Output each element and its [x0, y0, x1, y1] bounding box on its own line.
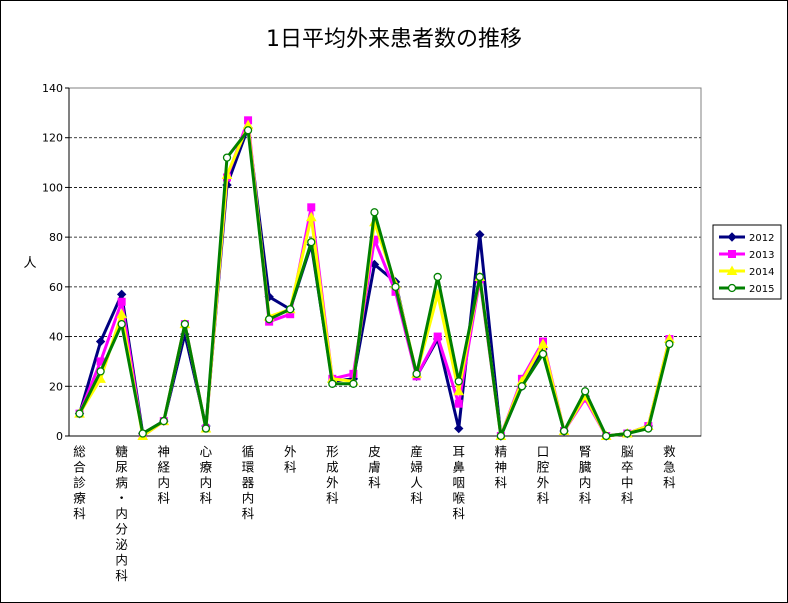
legend-label: 2014	[749, 267, 774, 278]
data-point	[117, 297, 126, 306]
legend-marker	[727, 232, 737, 242]
category-label: 心療内科	[200, 444, 213, 506]
y-axis-label: 人	[23, 256, 36, 271]
chart-title: 1日平均外来患者数の推移	[266, 27, 522, 52]
data-point	[117, 319, 126, 329]
data-point	[475, 272, 484, 282]
y-tick-label: 20	[49, 380, 63, 393]
data-point	[305, 211, 317, 222]
y-tick-label: 100	[42, 181, 63, 194]
data-point	[517, 382, 527, 391]
series-line-2013	[78, 118, 671, 438]
category-label: 総合診療科	[73, 444, 86, 521]
y-tick-label: 140	[42, 82, 63, 95]
category-label: 口腔外科	[537, 444, 550, 506]
category-label: 脳卒中科	[621, 444, 634, 506]
data-point	[286, 305, 295, 314]
data-point	[264, 315, 274, 324]
y-tick-labels: 0 20 40 60 80 100 120 140	[42, 82, 63, 443]
y-tick-label: 60	[49, 281, 63, 294]
data-point	[370, 208, 379, 217]
data-point	[602, 431, 611, 441]
legend-marker	[728, 250, 736, 258]
data-point	[180, 319, 190, 329]
data-point	[201, 424, 211, 433]
category-label: 糖尿病・内分泌内科	[115, 444, 128, 583]
data-point	[454, 377, 463, 386]
axes	[65, 87, 702, 437]
category-labels: 総合診療科 糖尿病・内分泌内科 神経内科 心療内科 循環器内科 外科 形成外科 皮膚科 産婦人科…	[73, 444, 676, 583]
data-point	[559, 426, 569, 436]
data-point	[580, 387, 590, 396]
data-point	[537, 338, 549, 349]
data-point	[496, 431, 506, 441]
series-2015	[75, 126, 674, 441]
data-point	[159, 416, 168, 426]
legend-label: 2012	[749, 233, 774, 244]
category-label: 耳鼻咽喉科	[452, 444, 465, 521]
data-point	[307, 237, 316, 247]
data-point	[222, 153, 232, 162]
data-point	[433, 332, 442, 341]
data-point	[349, 379, 358, 388]
y-tick-label: 0	[56, 430, 63, 443]
series-line-2012	[78, 126, 671, 438]
series-line-2015	[78, 128, 671, 438]
data-point	[328, 379, 337, 388]
y-tick-label: 80	[49, 231, 63, 244]
data-point	[665, 339, 674, 349]
category-label: 腎臓内科	[579, 444, 592, 506]
category-label: 産婦人科	[410, 444, 423, 506]
data-point	[623, 429, 632, 438]
data-point	[433, 272, 442, 282]
category-label: 救急科	[663, 444, 676, 490]
data-point	[538, 349, 548, 359]
data-point	[412, 369, 421, 379]
series-line-2014	[78, 123, 671, 438]
data-point	[453, 385, 465, 396]
data-point	[307, 203, 316, 212]
y-tick-label: 120	[42, 132, 63, 145]
data-point	[138, 429, 147, 438]
data-point	[243, 126, 253, 135]
legend-marker	[727, 283, 737, 293]
data-point	[96, 367, 105, 376]
category-label: 形成外科	[326, 444, 339, 506]
legend-label: 2015	[749, 284, 774, 295]
y-tick-label: 40	[49, 331, 63, 344]
data-point	[454, 399, 463, 408]
category-label: 神経内科	[158, 444, 171, 506]
category-label: 外科	[284, 444, 297, 475]
data-point	[454, 423, 464, 434]
data-point	[95, 336, 106, 347]
data-point	[116, 308, 128, 319]
category-label: 精神科	[495, 444, 508, 490]
data-point	[391, 282, 400, 292]
legend-marker	[726, 265, 738, 275]
category-label: 皮膚科	[368, 444, 381, 490]
gridlines	[69, 87, 701, 387]
data-point	[644, 424, 653, 433]
data-point	[75, 409, 84, 418]
legend-label: 2013	[749, 250, 774, 261]
category-label: 循環器内科	[242, 444, 255, 521]
series-lines	[74, 116, 675, 441]
legend: 2012 2013 2014 2015	[712, 224, 782, 300]
data-point	[475, 229, 485, 240]
